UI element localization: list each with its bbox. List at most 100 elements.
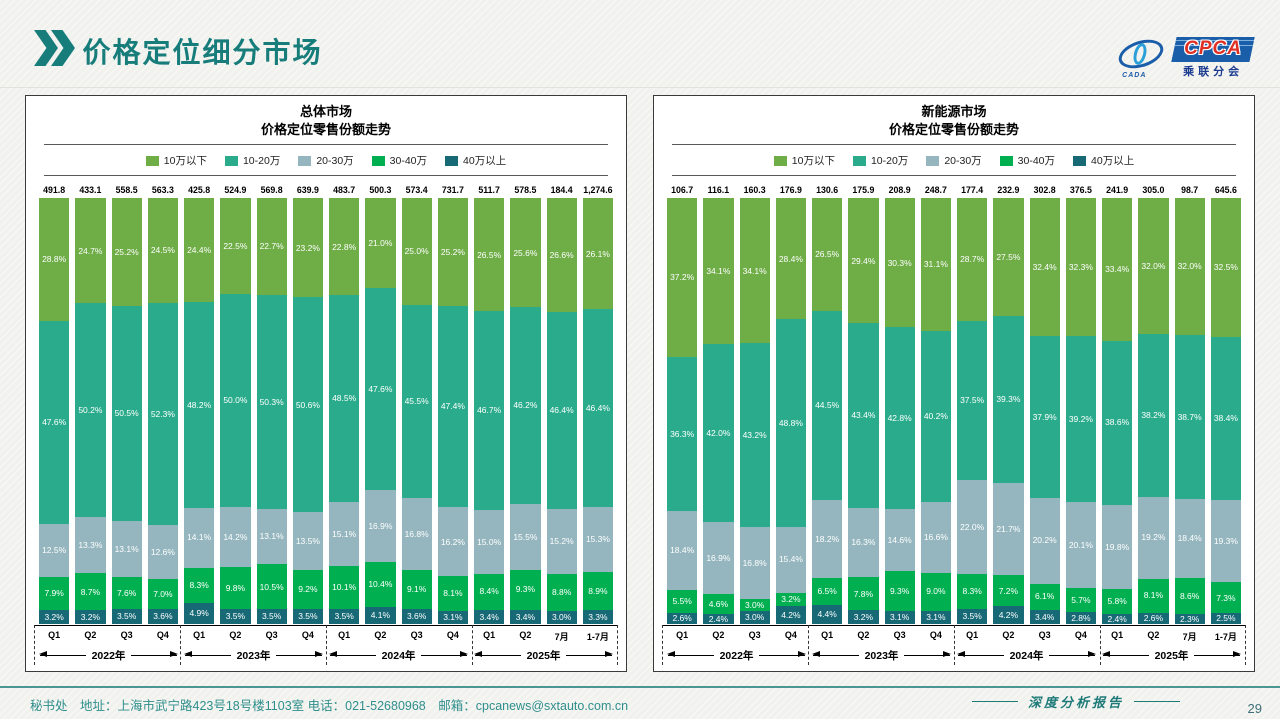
segment-value-label: 19.3% [1213, 535, 1238, 546]
segment-value-label: 38.6% [1105, 417, 1130, 428]
bar-segment: 39.3% [993, 315, 1024, 483]
segment-value-label: 3.2% [853, 611, 874, 622]
quarter-label: Q3 [1038, 630, 1051, 640]
bar-segment: 10.4% [365, 562, 396, 607]
footer-rule-left [971, 701, 1018, 702]
bar-segment: 23.2% [292, 198, 323, 298]
segment-value-label: 32.5% [1213, 262, 1238, 273]
segment-value-label: 34.1% [742, 265, 767, 276]
bar-segment: 28.8% [39, 198, 70, 321]
right-arrow-icon [1049, 650, 1096, 657]
stacked-bar: 25.0% 45.5% 16.8% 9.1% 3.6% [401, 198, 432, 624]
bar-segment: 16.9% [703, 522, 734, 595]
stacked-bar: 25.2% 47.4% 16.2% 8.1% 3.1% [437, 198, 468, 624]
bar-segment: 5.5% [667, 589, 698, 613]
segment-value-label: 26.1% [585, 248, 610, 259]
segment-value-label: 2.6% [672, 613, 692, 624]
legend-item: 30-40万 [999, 153, 1055, 168]
segment-value-label: 16.9% [368, 521, 393, 532]
chart-title: 总体市场 [299, 104, 352, 119]
segment-value-label: 10.1% [332, 582, 357, 593]
bar-segment: 18.2% [812, 500, 843, 578]
cada-logo-icon: CADA [1114, 34, 1170, 79]
segment-value-label: 7.3% [1216, 592, 1236, 603]
bars-area: 37.2% 36.3% 18.4% 5.5% 2.6% 34.1% 42.0% 16.9% 4.… [662, 198, 1246, 625]
segment-value-label: 13.1% [259, 531, 284, 542]
segment-value-label: 3.2% [44, 611, 64, 622]
bar-segment: 9.0% [920, 572, 951, 611]
quarter-label: 1-7月 [586, 632, 609, 642]
year-label: 2025年 [1154, 649, 1189, 662]
segment-value-label: 24.5% [150, 245, 175, 256]
quarter-label: Q2 [857, 630, 870, 640]
quarter-label: Q4 [1074, 630, 1087, 640]
segment-value-label: 38.2% [1141, 410, 1166, 421]
segment-value-label: 3.6% [153, 611, 173, 622]
segment-value-label: 8.3% [189, 580, 209, 591]
stacked-bar: 24.7% 50.2% 13.3% 8.7% 3.2% [75, 198, 106, 625]
segment-value-label: 2.5% [1216, 613, 1236, 624]
bar-segment: 32.3% [1065, 198, 1096, 336]
bar-segment: 18.4% [1174, 499, 1205, 578]
bar-segment: 25.2% [437, 198, 468, 306]
segment-value-label: 7.0% [153, 588, 173, 599]
segment-value-label: 13.3% [78, 539, 103, 550]
bar-segment: 50.2% [75, 303, 106, 517]
quarter-label: Q4 [784, 630, 797, 640]
bar-total: 558.5 [115, 185, 138, 196]
legend-label: 40万以上 [1091, 155, 1135, 168]
segment-value-label: 46.4% [549, 405, 574, 416]
bar-segment: 7.2% [993, 575, 1024, 607]
bar-segment: 8.6% [1174, 577, 1205, 615]
bar-segment: 26.1% [582, 198, 613, 310]
legend-swatch-icon [1073, 155, 1087, 166]
year-axis: 2022年 2023年 2024年 2025年 [34, 645, 618, 665]
segment-value-label: 2.4% [1107, 613, 1127, 624]
segment-value-label: 25.2% [440, 246, 465, 257]
bar-segment: 7.3% [1210, 582, 1241, 614]
totals-row: 106.7 116.1 160.3 176.9 130.6 175.9 208.9 248.7… [662, 181, 1246, 198]
quarter-label: Q4 [929, 630, 942, 640]
stacked-bar: 26.5% 46.7% 15.0% 8.4% 3.4% [474, 198, 505, 624]
legend-item: 10万以下 [773, 153, 835, 168]
segment-value-label: 18.4% [670, 545, 695, 556]
bar-segment: 5.8% [1102, 589, 1133, 614]
segment-value-label: 8.9% [588, 585, 608, 596]
bar-segment: 50.3% [256, 294, 287, 509]
bar-segment: 4.4% [812, 605, 843, 624]
legend-item: 10-20万 [852, 153, 908, 168]
segment-value-label: 32.0% [1141, 261, 1166, 272]
bar-segment: 3.0% [546, 611, 577, 624]
year-axis: 2022年 2023年 2024年 2025年 [662, 645, 1246, 665]
segment-value-label: 19.2% [1141, 532, 1166, 543]
bar-segment: 46.2% [510, 307, 541, 504]
segment-value-label: 6.5% [817, 586, 837, 597]
bar-segment: 26.6% [546, 198, 577, 312]
quarter-label: Q2 [1147, 630, 1160, 640]
bar-segment: 9.3% [510, 569, 541, 610]
bar-segment: 16.6% [920, 501, 951, 573]
left-arrow-icon [957, 650, 1004, 657]
bar-total: 130.6 [816, 185, 839, 196]
page-footer: 秘书处 地址：上海市武宁路423号18号楼1103室 电话：021-526809… [0, 686, 1280, 719]
segment-value-label: 7.8% [853, 588, 874, 599]
segment-value-label: 6.1% [1034, 591, 1055, 602]
bar-segment: 47.6% [39, 320, 70, 524]
stacked-bar: 26.5% 44.5% 18.2% 6.5% 4.4% [812, 198, 843, 624]
quarter-label: 7月 [1182, 632, 1197, 642]
bar-segment: 42.0% [703, 343, 734, 523]
chart-panel-overall: 总体市场 价格定位零售份额走势 10万以下 10-20万 20-30万 30-40万 4… [25, 95, 627, 672]
bar-segment: 3.1% [437, 610, 468, 624]
bar-total: 98.7 [1181, 185, 1199, 196]
segment-value-label: 9.2% [298, 584, 318, 595]
chart-panel-nev: 新能源市场 价格定位零售份额走势 10万以下 10-20万 20-30万 30-40万… [653, 95, 1255, 672]
bar-segment: 18.4% [667, 511, 698, 590]
segment-value-label: 18.4% [1177, 533, 1202, 544]
divider [44, 175, 608, 177]
bar-segment: 3.0% [739, 598, 770, 612]
bar-segment: 46.7% [474, 311, 505, 510]
charts-container: 总体市场 价格定位零售份额走势 10万以下 10-20万 20-30万 30-40万 4… [25, 95, 1255, 672]
bar-total: 175.9 [852, 185, 875, 196]
bar-segment: 28.7% [957, 198, 988, 321]
segment-value-label: 8.8% [551, 587, 572, 598]
